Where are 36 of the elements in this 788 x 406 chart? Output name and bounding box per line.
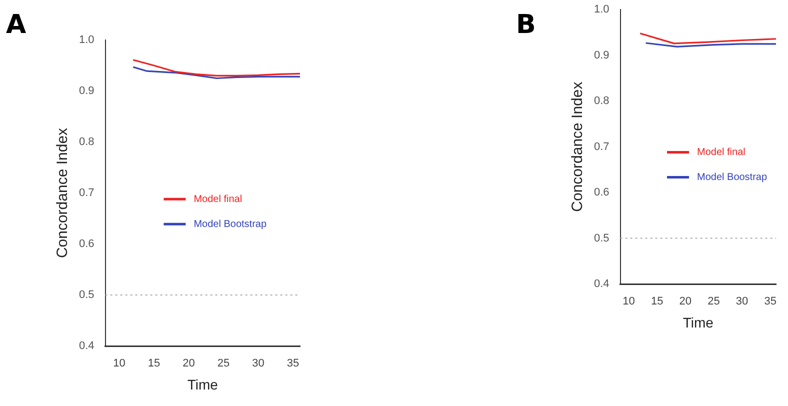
y-tick-label: 0.6 [78,238,94,250]
chart-title: A [6,10,26,40]
x-axis-title: Time [682,314,714,330]
x-axis-title: Time [187,376,218,392]
y-tick-label: 0.7 [78,187,94,200]
x-tick-label: 20 [679,296,692,308]
y-tick-label: 0.8 [78,136,94,148]
x-tick-label: 10 [113,358,126,370]
y-tick-label: 0.4 [78,340,94,352]
chart-title: B [516,10,536,40]
x-tick-label: 25 [708,296,720,308]
x-tick-label: 20 [182,358,195,370]
legend-label: Model Boostrap [697,172,768,184]
x-tick-label: 30 [252,358,264,370]
legend-label: Model Bootstrap [194,218,267,230]
x-tick-label: 35 [764,296,776,308]
legend-label: Model final [697,147,746,158]
x-tick-label: 15 [650,296,664,308]
y-tick-label: 1.0 [78,34,94,46]
y-tick-label: 0.5 [594,232,610,244]
x-tick-label: 30 [736,296,748,308]
x-tick-label: 35 [286,358,300,370]
y-tick-label: 0.9 [594,49,610,62]
y-tick-label: 1.0 [594,4,610,16]
y-axis-title: Concordance Index [54,127,72,258]
y-tick-label: 0.9 [78,85,94,98]
y-tick-label: 0.4 [594,278,610,290]
x-tick-label: 15 [148,358,160,370]
y-axis-title: Concordance Index [569,81,586,212]
y-tick-label: 0.5 [78,289,94,302]
legend-label: Model final [194,194,242,205]
y-tick-label: 0.6 [594,186,610,199]
x-tick-label: 10 [622,296,635,308]
x-tick-label: 25 [217,358,230,370]
y-tick-label: 0.8 [594,95,610,108]
y-tick-label: 0.7 [594,140,610,153]
